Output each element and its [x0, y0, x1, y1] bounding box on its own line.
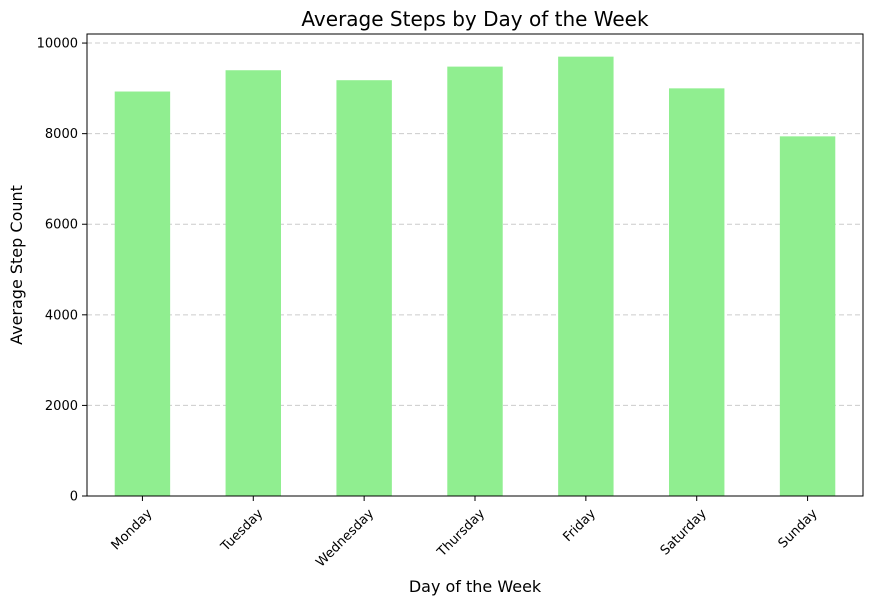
- x-axis-label: Day of the Week: [409, 577, 542, 596]
- y-tick-label: 10000: [37, 37, 78, 52]
- bars: [114, 56, 836, 497]
- y-tick-label: 4000: [45, 308, 78, 323]
- bar-thursday: [447, 66, 503, 497]
- y-tick-label: 8000: [45, 127, 78, 142]
- bar-saturday: [669, 88, 725, 497]
- bar-sunday: [779, 136, 836, 497]
- bar-wednesday: [336, 80, 392, 496]
- y-axis-label: Average Step Count: [7, 185, 26, 345]
- y-tick-label: 0: [70, 490, 78, 505]
- chart-title: Average Steps by Day of the Week: [301, 7, 649, 31]
- bar-tuesday: [225, 70, 281, 496]
- bar-monday: [114, 91, 171, 496]
- y-tick-label: 6000: [45, 218, 78, 233]
- y-axis-ticks: 0 2000 4000 6000 8000 10000: [37, 37, 87, 505]
- y-tick-label: 2000: [45, 399, 78, 414]
- bar-friday: [558, 56, 614, 496]
